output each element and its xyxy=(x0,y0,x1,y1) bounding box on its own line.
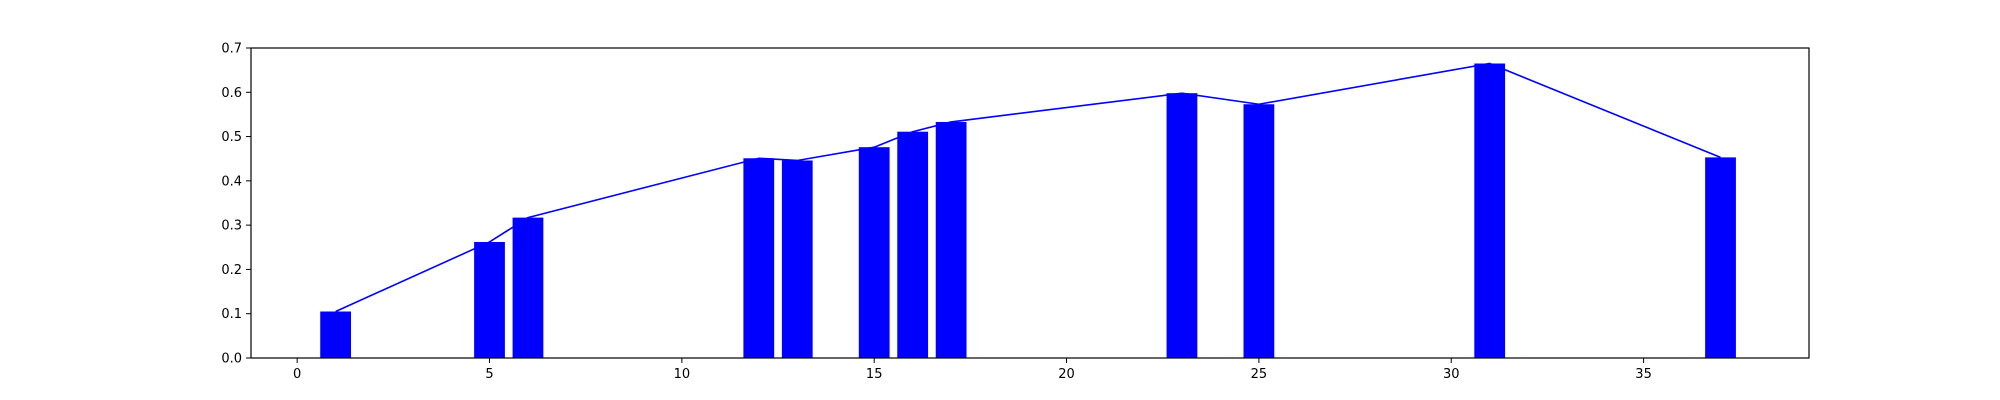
bar xyxy=(1243,104,1275,358)
x-tick-label: 20 xyxy=(1058,367,1075,382)
x-tick-label: 30 xyxy=(1443,367,1460,382)
bar xyxy=(1474,63,1506,358)
plot-frame xyxy=(250,47,1810,359)
y-axis: 0.0 0.1 0.2 0.3 0.4 0.5 0.6 0.7 xyxy=(221,42,251,367)
x-tick-label: 25 xyxy=(1251,367,1268,382)
y-tick-label: 0.2 xyxy=(221,263,242,278)
bar xyxy=(1166,93,1198,359)
line-series xyxy=(335,62,1721,313)
bar xyxy=(474,241,505,358)
x-tick-label: 10 xyxy=(674,367,691,382)
y-tick-label: 0.3 xyxy=(221,219,242,234)
y-tick-label: 0.7 xyxy=(221,42,242,57)
x-tick-label: 0 xyxy=(293,367,301,382)
bar-series xyxy=(320,63,1736,359)
y-tick-label: 0.6 xyxy=(221,86,242,101)
y-tick-label: 0.1 xyxy=(221,307,242,322)
y-tick-label: 0.4 xyxy=(221,174,242,189)
x-axis: 0 5 10 15 20 25 30 35 xyxy=(293,358,1652,382)
bar xyxy=(1705,157,1736,358)
bar xyxy=(858,147,890,358)
bar xyxy=(935,121,967,358)
bar xyxy=(781,160,813,358)
x-tick-label: 15 xyxy=(866,367,883,382)
x-tick-label: 35 xyxy=(1635,367,1652,382)
y-tick-label: 0.5 xyxy=(221,130,242,145)
bar xyxy=(743,158,775,358)
y-tick-label: 0.0 xyxy=(221,352,242,367)
bar xyxy=(897,131,929,358)
x-tick-label: 5 xyxy=(485,367,493,382)
bar xyxy=(320,311,352,358)
bar xyxy=(512,217,544,358)
trend-line xyxy=(335,62,1721,313)
